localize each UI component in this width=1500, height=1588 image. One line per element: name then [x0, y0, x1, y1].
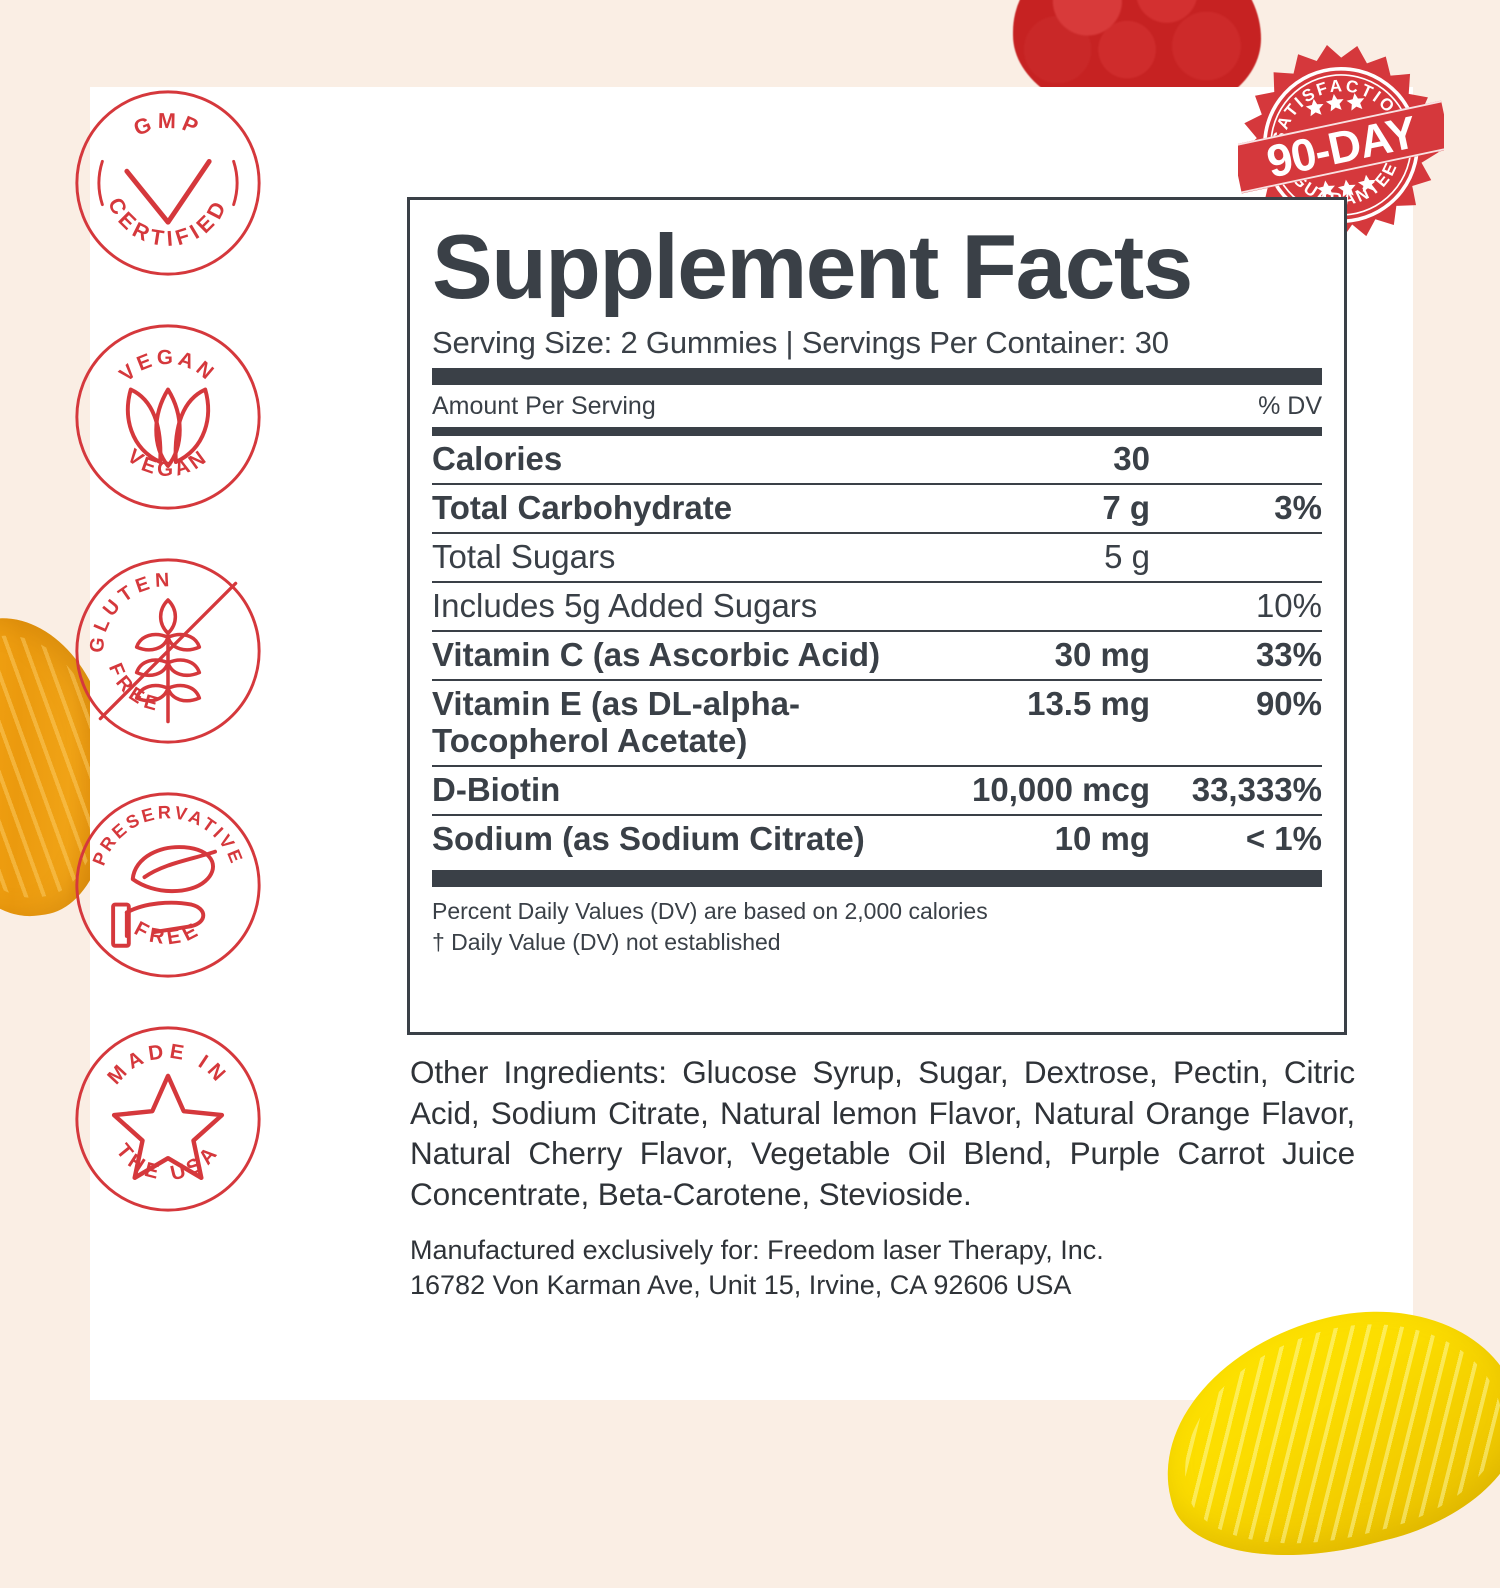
star-decoration-icon	[1305, 93, 1376, 198]
divider-thick-bottom	[432, 870, 1322, 888]
nutrient-amount: 30	[920, 435, 1150, 485]
other-ingredients-text: Other Ingredients: Glucose Syrup, Sugar,…	[410, 1054, 1355, 1212]
satisfaction-guarantee-seal: SATISFACTION GUARANTEE 90-DAY	[1231, 42, 1452, 248]
nutrition-row: Total Sugars 5 g	[432, 532, 1322, 583]
nutrition-row: Vitamin E (as DL-alpha-Tocopherol Acetat…	[432, 679, 1322, 768]
nutrient-daily-value: 33,333%	[1150, 766, 1322, 817]
vegan-badge-top-text: VEGAN	[115, 346, 217, 387]
ingredients-section: Other Ingredients: Glucose Syrup, Sugar,…	[410, 1052, 1355, 1304]
wheat-stalk-crossed-icon	[98, 581, 238, 724]
nutrition-row: Calories 30	[432, 435, 1322, 485]
svg-text:MADE IN: MADE IN	[103, 1040, 233, 1089]
gmp-certified-badge: GMP CERTIFIED	[70, 85, 266, 281]
daily-value-header: % DV	[1258, 391, 1322, 420]
nutrient-daily-value	[1150, 532, 1322, 583]
nutrient-amount: 13.5 mg	[920, 679, 1150, 768]
gmp-badge-top-text: GMP	[130, 108, 202, 141]
hand-holding-leaf-icon	[111, 845, 217, 948]
nutrition-row: D-Biotin 10,000 mcg 33,333%	[432, 766, 1322, 817]
nutrition-row: Vitamin C (as Ascorbic Acid) 30 mg 33%	[432, 630, 1322, 681]
svg-text:GMP: GMP	[130, 108, 207, 141]
nutrient-name: D-Biotin	[432, 766, 920, 817]
nutrient-name: Sodium (as Sodium Citrate)	[432, 820, 865, 858]
nutrient-name: Total Carbohydrate	[432, 483, 920, 534]
nutrition-table: Calories 30 Total Carbohydrate 7 g 3% Total S…	[432, 435, 1322, 863]
made-in-usa-badge: MADE IN THE USA	[70, 1021, 266, 1217]
amount-per-serving-row: Amount Per Serving % DV	[432, 385, 1322, 427]
amount-per-serving-label: Amount Per Serving	[432, 391, 656, 420]
page-title: Supplement Facts	[432, 217, 1193, 318]
leaf-tulip-icon	[126, 387, 210, 468]
nutrition-table-body: Calories 30 Total Carbohydrate 7 g 3% Total S…	[432, 435, 1322, 863]
nutrition-row: Sodium (as Sodium Citrate) 10 mg < 1%	[432, 815, 1322, 863]
serving-size-line: Serving Size: 2 Gummies | Servings Per C…	[432, 324, 1169, 360]
manufacturer-block: Manufactured exclusively for: Freedom la…	[410, 1233, 1355, 1305]
preservative-free-badge-bottom-text: FREE	[131, 917, 201, 950]
footnote-dv-not-established: † Daily Value (DV) not established	[432, 928, 781, 955]
vegan-badge-bottom-text: VEGAN	[123, 444, 209, 481]
nutrient-daily-value: 3%	[1150, 483, 1322, 534]
nutrient-name: Calories	[432, 435, 920, 485]
nutrient-amount: 7 g	[920, 483, 1150, 534]
nutrient-amount: 5 g	[920, 532, 1150, 583]
svg-text:VEGAN: VEGAN	[115, 346, 221, 387]
supplement-facts-panel: Supplement Facts Serving Size: 2 Gummies…	[407, 197, 1347, 1035]
nutrient-daily-value: 33%	[1150, 630, 1322, 681]
nutrient-daily-value: < 1%	[1245, 820, 1322, 858]
nutrient-amount	[920, 581, 1150, 632]
made-in-usa-badge-top-text: MADE IN	[103, 1040, 228, 1089]
divider-medium	[432, 426, 1322, 436]
vegan-badge: VEGAN VEGAN	[70, 319, 266, 515]
nutrient-name: Includes 5g Added Sugars	[432, 581, 920, 632]
nutrient-amount: 10,000 mcg	[920, 766, 1150, 817]
nutrient-daily-value	[1150, 435, 1322, 485]
preservative-free-badge: PRESERVATIVE FREE	[70, 787, 266, 983]
manufacturer-line-1: Manufactured exclusively for: Freedom la…	[410, 1234, 1104, 1265]
gluten-free-badge: GLUTEN FREE	[70, 553, 266, 749]
nutrition-row: Total Carbohydrate 7 g 3%	[432, 483, 1322, 534]
footnotes: Percent Daily Values (DV) are based on 2…	[432, 887, 1322, 957]
footnote-daily-values: Percent Daily Values (DV) are based on 2…	[432, 898, 988, 925]
nutrient-daily-value: 10%	[1150, 581, 1322, 632]
nutrient-name: Total Sugars	[432, 532, 920, 583]
nutrition-row: Includes 5g Added Sugars 10%	[432, 581, 1322, 632]
nutrient-name: Vitamin C (as Ascorbic Acid)	[432, 630, 920, 681]
made-in-usa-badge-bottom-text: THE USA	[112, 1139, 220, 1185]
nutrient-amount: 10 mg	[1054, 820, 1150, 858]
svg-text:THE USA: THE USA	[112, 1139, 225, 1185]
svg-text:FREE: FREE	[131, 917, 206, 950]
svg-text:VEGAN: VEGAN	[123, 444, 213, 481]
nutrient-name: Vitamin E (as DL-alpha-Tocopherol Acetat…	[432, 679, 920, 768]
nutrient-amount: 30 mg	[920, 630, 1150, 681]
certification-badge-column: GMP CERTIFIED VEGAN VEGAN	[70, 85, 270, 1255]
nutrient-daily-value: 90%	[1150, 679, 1322, 768]
star-icon	[111, 1073, 225, 1181]
manufacturer-line-2: 16782 Von Karman Ave, Unit 15, Irvine, C…	[410, 1270, 1072, 1301]
divider-thick-top	[432, 367, 1322, 385]
check-mark-icon	[124, 158, 212, 225]
